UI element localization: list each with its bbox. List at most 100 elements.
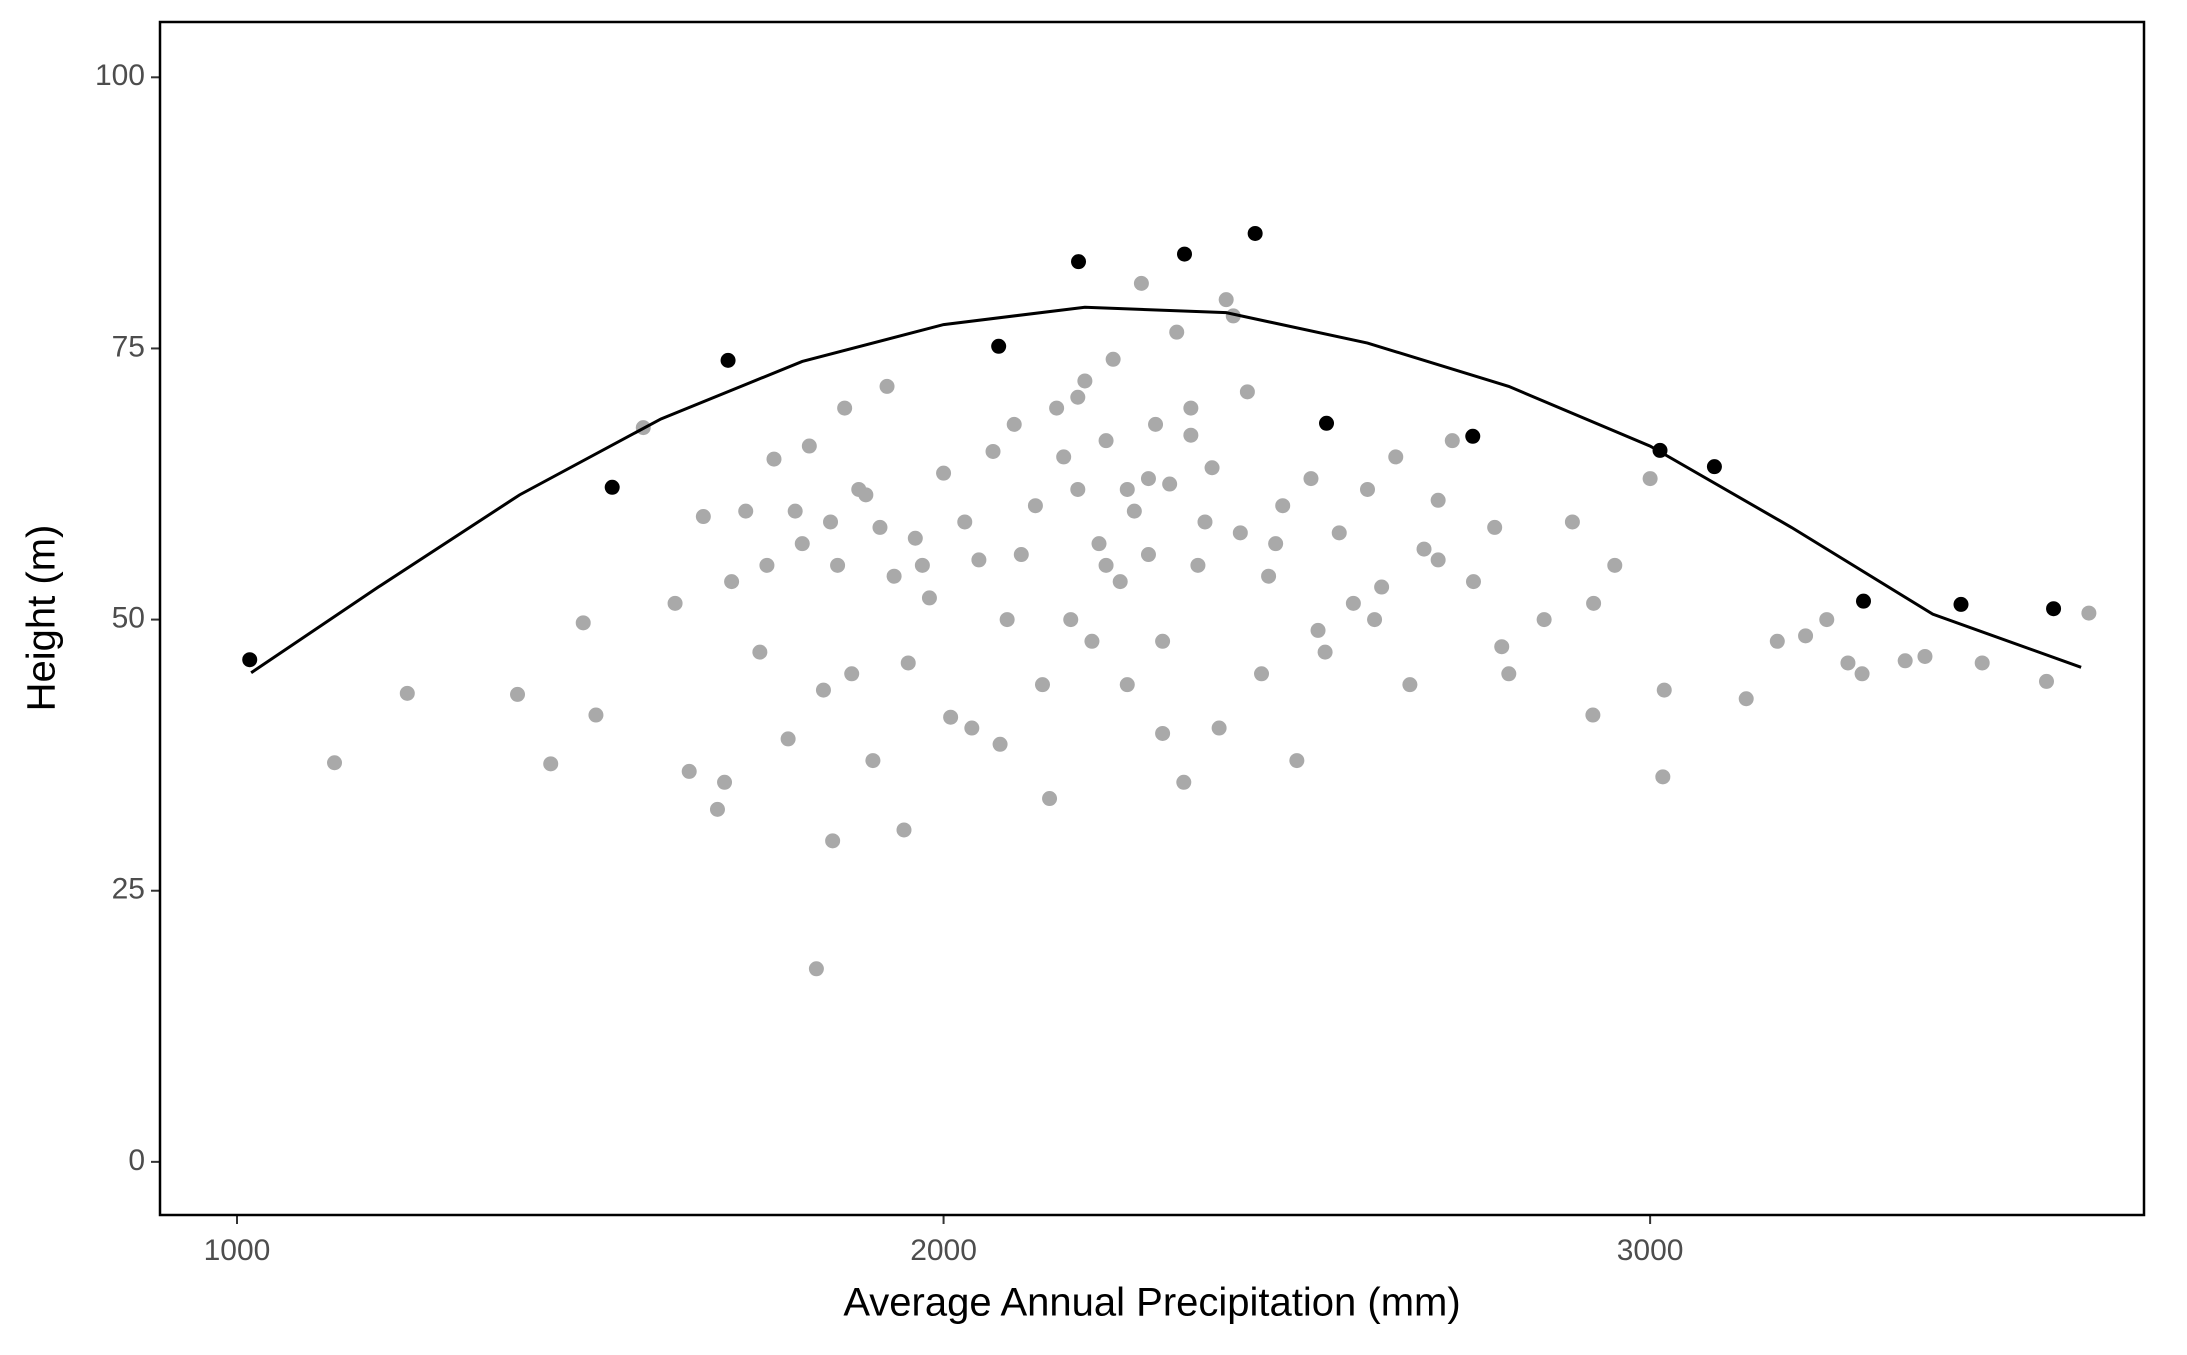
point	[1176, 774, 1192, 790]
point	[1071, 254, 1087, 270]
point	[1133, 275, 1149, 291]
point	[1070, 481, 1086, 497]
point	[971, 552, 987, 568]
point	[1183, 427, 1199, 443]
point	[242, 652, 258, 668]
point	[1494, 639, 1510, 655]
point	[1155, 725, 1171, 741]
point	[1367, 612, 1383, 628]
point	[720, 352, 736, 368]
point	[759, 557, 775, 573]
point	[907, 530, 923, 546]
y-axis-title: Height (m)	[20, 525, 64, 712]
point	[1126, 503, 1142, 519]
point	[1211, 720, 1227, 736]
point	[1006, 416, 1022, 432]
point	[991, 338, 1007, 354]
point	[837, 400, 853, 416]
point	[1345, 595, 1361, 611]
point	[1359, 481, 1375, 497]
point	[1819, 612, 1835, 628]
point	[1112, 574, 1128, 590]
point	[808, 961, 824, 977]
point	[879, 378, 895, 394]
point	[717, 774, 733, 790]
point	[1388, 449, 1404, 465]
point	[992, 736, 1008, 752]
point	[815, 682, 831, 698]
point	[914, 557, 930, 573]
point	[1261, 568, 1277, 584]
point	[1027, 498, 1043, 514]
point	[801, 438, 817, 454]
point	[1098, 557, 1114, 573]
point	[1402, 677, 1418, 693]
point	[830, 557, 846, 573]
point	[1056, 449, 1072, 465]
point	[1310, 622, 1326, 638]
point	[667, 595, 683, 611]
point	[1465, 574, 1481, 590]
point	[1119, 677, 1135, 693]
point	[1063, 612, 1079, 628]
point	[588, 707, 604, 723]
point	[1218, 292, 1234, 308]
point	[1642, 471, 1658, 487]
plot-frame	[158, 20, 2146, 1217]
point	[1162, 476, 1178, 492]
point	[1013, 547, 1029, 563]
point	[1854, 666, 1870, 682]
y-tick-label: 75	[112, 330, 145, 363]
point	[1430, 492, 1446, 508]
point	[1585, 707, 1601, 723]
point	[1430, 552, 1446, 568]
point	[964, 720, 980, 736]
x-axis-title: Average Annual Precipitation (mm)	[843, 1281, 1460, 1325]
point	[900, 655, 916, 671]
point	[1268, 536, 1284, 552]
point	[1289, 753, 1305, 769]
point	[1840, 655, 1856, 671]
point	[1319, 415, 1335, 431]
point	[1769, 633, 1785, 649]
point	[985, 443, 1001, 459]
point	[543, 756, 559, 772]
point	[724, 574, 740, 590]
point	[1169, 324, 1185, 340]
point	[1084, 633, 1100, 649]
point	[851, 481, 867, 497]
point	[510, 686, 526, 702]
point	[957, 514, 973, 530]
point	[1465, 428, 1481, 444]
point	[1077, 373, 1093, 389]
point	[999, 612, 1015, 628]
point	[823, 514, 839, 530]
point	[604, 479, 620, 495]
point	[1655, 769, 1671, 785]
point	[1303, 471, 1319, 487]
point	[1487, 519, 1503, 535]
point	[1183, 400, 1199, 416]
point	[681, 763, 697, 779]
point	[1177, 246, 1193, 262]
point	[1953, 596, 1969, 612]
point	[1070, 389, 1086, 405]
point	[2046, 601, 2062, 617]
y-tick-label: 25	[112, 873, 145, 906]
point	[1738, 691, 1754, 707]
point	[1232, 525, 1248, 541]
point	[1247, 225, 1263, 241]
point	[865, 753, 881, 769]
point	[1140, 547, 1156, 563]
point	[844, 666, 860, 682]
point	[1855, 593, 1871, 609]
point	[896, 822, 912, 838]
point	[1974, 655, 1990, 671]
point	[1536, 612, 1552, 628]
point	[780, 731, 796, 747]
point	[1586, 595, 1602, 611]
x-tick-label: 2000	[910, 1234, 977, 1267]
fit-line	[250, 305, 2082, 674]
point	[921, 590, 937, 606]
